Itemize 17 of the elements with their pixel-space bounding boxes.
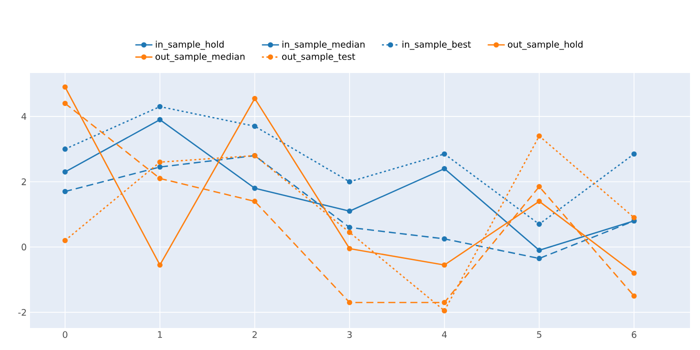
x-tick-label: 0 (62, 331, 68, 338)
legend-label: in_sample_median (282, 40, 365, 50)
y-tick-label: 0 (22, 244, 26, 250)
legend-label: out_sample_hold (508, 40, 583, 50)
x-tick-label: 5 (537, 331, 542, 338)
legend-label: out_sample_median (156, 52, 245, 62)
x-tick-label: 3 (347, 331, 352, 338)
y-tick-label: 4 (22, 113, 26, 120)
legend-label: out_sample_test (282, 52, 356, 62)
x-tick-label: 1 (158, 331, 162, 338)
y-tick-label: 2 (22, 178, 26, 186)
legend-label: in_sample_hold (156, 40, 224, 50)
x-tick-label: 4 (442, 331, 447, 338)
y-tick-label: -2 (18, 308, 26, 316)
x-tick-label: 2 (252, 331, 257, 338)
legend-label: in_sample_best (402, 40, 471, 50)
x-tick-label: 6 (632, 331, 636, 338)
